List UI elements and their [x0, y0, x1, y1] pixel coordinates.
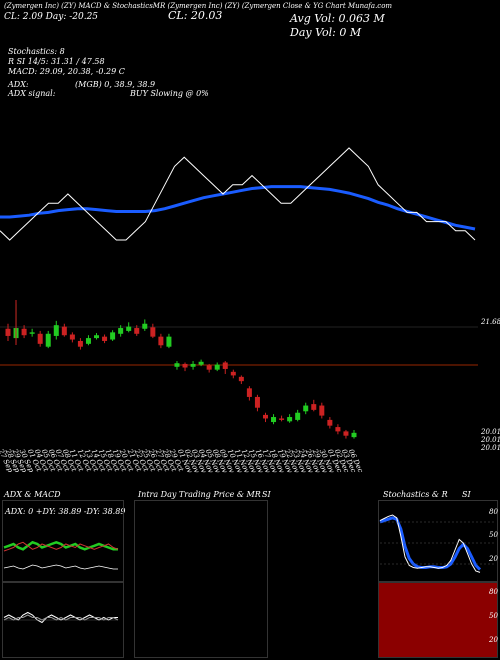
- candle-body: [21, 328, 27, 336]
- macd-signal-line: [3, 614, 119, 621]
- candle-body: [134, 328, 140, 334]
- adx-signal-value: BUY Slowing @ 0%: [130, 89, 209, 98]
- adx-line: [3, 564, 118, 570]
- price-tick-upper: 21.68: [481, 318, 500, 326]
- candle-body: [190, 363, 196, 367]
- candle-body: [61, 326, 67, 336]
- candle-body: [174, 363, 180, 367]
- candle-body: [262, 414, 268, 419]
- candle-body: [335, 427, 341, 432]
- stoch-tick-20: 20: [489, 555, 498, 563]
- candle-body: [279, 418, 285, 420]
- adx-plus-line: [3, 540, 118, 551]
- candle-body: [69, 334, 75, 340]
- candle-body: [37, 333, 43, 344]
- candle-body: [150, 327, 156, 337]
- candle-body: [222, 362, 228, 369]
- adx-panel-readout: ADX: 0 +DY: 38.89 -DY: 38.89: [5, 507, 126, 516]
- avg-volume: Avg Vol: 0.063 M: [290, 12, 385, 25]
- candle-body: [29, 332, 35, 334]
- candle-body: [85, 338, 91, 344]
- candle-body: [287, 417, 293, 422]
- chart-title: (Zymergen Inc) (ZY) MACD & StochasticsMR…: [4, 2, 393, 10]
- candle-body: [295, 412, 301, 420]
- candle-body: [94, 335, 100, 339]
- stoch-rsi-title: Stochastics & R: [383, 490, 448, 499]
- candle-body: [45, 333, 51, 347]
- candle-body: [303, 405, 309, 412]
- price-tick-lower-1: 20.01: [481, 428, 500, 436]
- adx-panel: [2, 500, 124, 582]
- stoch-tick-50: 50: [489, 531, 498, 539]
- stoch-rsi-si-label: SI: [462, 490, 471, 499]
- candle-body: [254, 396, 260, 408]
- day-volume: Day Vol: 0 M: [290, 26, 362, 39]
- candle-body: [110, 332, 116, 340]
- intraday-si-label: SI: [262, 490, 271, 499]
- candle-body: [311, 404, 317, 410]
- candle-body: [102, 336, 108, 341]
- candle-body: [126, 326, 132, 331]
- candle-body: [238, 376, 244, 382]
- candle-body: [246, 388, 252, 397]
- moving-average-line: [0, 185, 476, 231]
- candle-body: [53, 325, 59, 336]
- candle-body: [158, 336, 164, 346]
- stochastics-panel: [378, 500, 498, 582]
- price-line: [0, 147, 476, 241]
- candle-body: [118, 328, 124, 334]
- price-tick-lower-2: 20.01: [481, 436, 500, 444]
- candle-body: [206, 365, 212, 370]
- candle-body: [271, 417, 277, 423]
- stochastics-readout: Stochastics: 8: [8, 47, 65, 56]
- candle-body: [351, 432, 357, 438]
- adx-signal-label: ADX signal:: [8, 89, 56, 98]
- price-tick-lower-3: 20.01: [481, 444, 500, 452]
- intraday-panel: [134, 500, 268, 658]
- candle-body: [230, 371, 236, 376]
- rsi-tick-50: 50: [489, 612, 498, 620]
- candle-body: [327, 419, 333, 426]
- macd-panel: [2, 582, 124, 658]
- stoch-tick-80: 80: [489, 508, 498, 516]
- candle-body: [343, 431, 349, 436]
- stochastic-k-line: [379, 514, 481, 573]
- rsi-tick-80: 80: [489, 588, 498, 596]
- adx-minus-line: [3, 541, 119, 552]
- price-readout: CL: 2.09 Day: -20.25: [4, 12, 99, 22]
- adx-label: ADX:: [8, 80, 29, 89]
- candle-body: [198, 361, 204, 365]
- macd-readout: MACD: 29.09, 20.38, -0.29 C: [8, 67, 125, 76]
- candle-body: [5, 328, 11, 336]
- candle-body: [182, 363, 188, 368]
- candle-body: [77, 340, 83, 347]
- close-readout: CL: 20.03: [168, 9, 223, 22]
- rsi-tick-20: 20: [489, 636, 498, 644]
- rsi-panel: [378, 582, 498, 658]
- candle-body: [142, 323, 148, 329]
- adx-values: (MGB) 0, 38.9, 38.9: [75, 80, 156, 89]
- adx-macd-title: ADX & MACD: [4, 490, 61, 499]
- candle-body: [319, 405, 325, 416]
- candle-body: [166, 336, 172, 347]
- intraday-title: Intra Day Trading Price & MR: [138, 490, 261, 499]
- rsi-readout: R SI 14/5: 31.31 / 47.58: [8, 57, 105, 66]
- candle-body: [214, 364, 220, 370]
